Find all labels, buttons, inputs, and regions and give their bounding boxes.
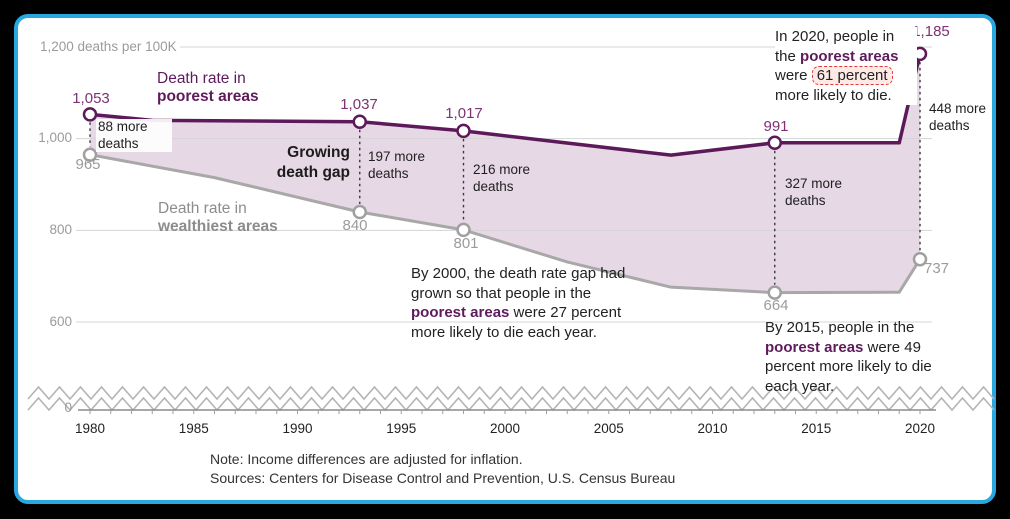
value-label-poorest-2013: 991 — [763, 118, 789, 135]
series-label-wealthiest-line1: Death rate in — [158, 200, 247, 217]
x-tick-label-2015: 2015 — [801, 421, 832, 436]
marker-wealthiest-2020 — [912, 251, 928, 267]
value-label-wealthiest-1993: 840 — [342, 217, 368, 234]
y-axis-unit-label: 1,200 deaths per 100K — [40, 39, 177, 54]
series-label-poorest-line2: poorest areas — [157, 87, 259, 105]
marker-poorest-1993 — [352, 114, 367, 129]
gap-annotation-2020: 448 more deaths — [929, 101, 987, 133]
callout-by-2000-highlight: poorest areas — [411, 304, 510, 321]
value-label-poorest-1998: 1,017 — [445, 105, 483, 122]
marker-wealthiest-1980 — [82, 147, 98, 162]
gap-title-line1: Growing — [287, 144, 350, 161]
marker-wealthiest-1993 — [352, 204, 367, 220]
y-tick-label-800: 800 — [49, 222, 72, 237]
footer-sources: Sources: Centers for Disease Control and… — [210, 470, 676, 486]
value-label-poorest-1993: 1,037 — [340, 96, 378, 113]
series-label-poorest: Death rate in poorest areas — [157, 70, 259, 105]
axis-break-zigzag-top — [27, 385, 995, 401]
x-tick-label-2010: 2010 — [697, 421, 728, 436]
gap-fill-area — [90, 53, 920, 293]
callout-in-2020-text2: were — [775, 67, 812, 84]
marker-poorest-1998 — [456, 123, 471, 139]
value-label-wealthiest-2020: 737 — [924, 260, 950, 277]
x-tick-label-2000: 2000 — [489, 421, 521, 436]
x-tick-label-2005: 2005 — [593, 421, 624, 436]
y-tick-label-0: 0 — [64, 400, 72, 415]
series-label-poorest-line1: Death rate in — [157, 70, 246, 87]
callout-in-2020-text3: more likely to die. — [775, 86, 892, 104]
x-tick-label-1995: 1995 — [386, 421, 417, 436]
callout-by-2015-text1: By 2015, people in the — [765, 319, 915, 336]
value-label-poorest-2020: 1,185 — [912, 23, 950, 40]
callout-by-2015-highlight: poorest areas — [765, 338, 864, 356]
marker-wealthiest-1998 — [456, 222, 471, 238]
line-wealthiest — [89, 153, 922, 295]
value-label-wealthiest-1980: 965 — [75, 156, 101, 173]
marker-wealthiest-2013 — [767, 285, 782, 300]
gap-title: Growing death gap — [240, 143, 350, 183]
series-label-wealthiest: Death rate in wealthiest areas — [158, 200, 278, 235]
x-tick-label-1985: 1985 — [178, 421, 209, 436]
gap-annotation-1998: 216 more deaths — [473, 162, 531, 194]
callout-in-2020-boxed-stat: 61 percent — [811, 66, 893, 85]
footer-note: Note: Income differences are adjusted fo… — [210, 451, 523, 467]
line-poorest — [89, 53, 922, 157]
value-label-wealthiest-1998: 801 — [453, 235, 479, 252]
callout-by-2000-text2: were 27 percent more likely to die each … — [411, 304, 622, 341]
callout-in-2020-text1: In 2020, people in the — [775, 28, 895, 65]
y-tick-label-1000: 1,000 — [38, 130, 72, 145]
series-label-wealthiest-line2: wealthiest areas — [158, 217, 278, 235]
value-label-wealthiest-2013: 664 — [763, 297, 789, 314]
callout-by-2015: By 2015, people in the poorest areas wer… — [765, 318, 937, 396]
x-tick-label-2020: 2020 — [904, 421, 936, 436]
gap-annotation-1980: 88 more deaths — [96, 119, 172, 152]
value-label-poorest-1980: 1,053 — [72, 90, 110, 107]
gap-annotation-2013: 327 more deaths — [785, 176, 843, 208]
y-tick-label-600: 600 — [49, 314, 72, 329]
x-tick-label-1980: 1980 — [74, 421, 106, 436]
callout-in-2020: In 2020, people in the poorest areas wer… — [775, 27, 917, 105]
callout-in-2020-highlight: poorest areas — [800, 47, 899, 65]
gap-title-line2: death gap — [276, 164, 350, 181]
callout-by-2000: By 2000, the death rate gap had grown so… — [411, 264, 633, 342]
marker-poorest-2013 — [767, 135, 782, 151]
callout-by-2015-text2: were 49 percent more likely to die each … — [765, 338, 932, 395]
gap-annotation-1993: 197 more deaths — [368, 149, 426, 181]
x-tick-label-1990: 1990 — [282, 421, 313, 436]
marker-poorest-1980 — [82, 107, 98, 122]
callout-by-2000-text1: By 2000, the death rate gap had grown so… — [411, 265, 626, 302]
